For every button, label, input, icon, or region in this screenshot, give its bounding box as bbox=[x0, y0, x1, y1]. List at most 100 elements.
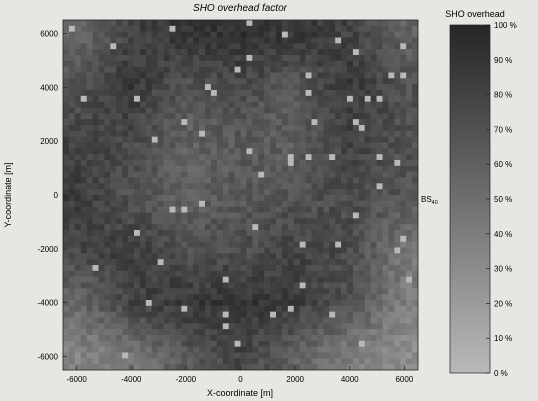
heatmap-cell bbox=[412, 25, 418, 32]
heatmap-cell bbox=[175, 119, 182, 126]
heatmap-cell bbox=[234, 294, 241, 301]
heatmap-cell bbox=[80, 241, 87, 248]
heatmap-cell bbox=[276, 282, 283, 289]
heatmap-cell bbox=[175, 72, 182, 79]
heatmap-cell bbox=[394, 72, 401, 79]
heatmap-cell bbox=[74, 177, 82, 184]
heatmap-cell bbox=[210, 154, 218, 161]
heatmap-cell bbox=[151, 90, 158, 97]
heatmap-cell bbox=[388, 200, 395, 207]
heatmap-cell bbox=[276, 276, 283, 283]
heatmap-cell bbox=[264, 340, 271, 347]
heatmap-cell bbox=[205, 72, 212, 79]
heatmap-cell bbox=[122, 294, 129, 301]
heatmap-cell bbox=[98, 247, 105, 254]
heatmap-cell bbox=[104, 224, 111, 231]
heatmap-cell bbox=[205, 90, 212, 97]
heatmap-cell bbox=[234, 311, 241, 318]
heatmap-cell bbox=[139, 364, 147, 370]
heatmap-cell bbox=[305, 113, 312, 120]
heatmap-cell bbox=[311, 171, 318, 178]
heatmap-cell bbox=[358, 340, 366, 347]
heatmap-cell bbox=[139, 352, 147, 359]
heatmap-cell bbox=[139, 130, 147, 137]
heatmap-cell bbox=[270, 311, 277, 318]
heatmap-cell bbox=[86, 224, 93, 231]
heatmap-cell bbox=[388, 212, 395, 219]
heatmap-cell bbox=[323, 340, 330, 347]
heatmap-cell bbox=[128, 107, 135, 114]
heatmap-cell bbox=[216, 352, 224, 359]
heatmap-cell bbox=[370, 364, 377, 370]
heatmap-cell bbox=[264, 90, 271, 97]
heatmap-cell bbox=[234, 346, 241, 353]
heatmap-cell bbox=[216, 323, 224, 330]
heatmap-cell bbox=[394, 119, 401, 126]
heatmap-cell bbox=[305, 130, 312, 137]
heatmap-cell bbox=[175, 101, 182, 108]
heatmap-cell bbox=[134, 364, 141, 370]
heatmap-cell bbox=[163, 329, 170, 336]
colorbar-tick-label: 10 % bbox=[494, 334, 512, 343]
heatmap-cell bbox=[145, 60, 153, 67]
heatmap-cell bbox=[358, 335, 366, 342]
heatmap-cell bbox=[169, 125, 176, 132]
heatmap-cell bbox=[400, 37, 407, 44]
heatmap-cell bbox=[394, 253, 401, 260]
heatmap-cell bbox=[169, 142, 176, 149]
heatmap-cell bbox=[98, 218, 105, 225]
heatmap-cell bbox=[305, 43, 312, 50]
heatmap-cell bbox=[287, 282, 295, 289]
heatmap-cell bbox=[175, 212, 182, 219]
heatmap-cell bbox=[335, 154, 342, 161]
heatmap-cell bbox=[216, 66, 224, 73]
heatmap-cell bbox=[110, 148, 117, 155]
heatmap-cell bbox=[157, 183, 164, 190]
heatmap-cell bbox=[169, 171, 176, 178]
heatmap-cell bbox=[276, 142, 283, 149]
heatmap-cell bbox=[240, 253, 247, 260]
heatmap-cell bbox=[335, 224, 342, 231]
heatmap-cell bbox=[276, 37, 283, 44]
heatmap-cell bbox=[134, 160, 141, 167]
heatmap-cell bbox=[370, 259, 377, 266]
heatmap-cell bbox=[246, 305, 253, 312]
heatmap-cell bbox=[352, 72, 360, 79]
heatmap-cell bbox=[388, 183, 395, 190]
heatmap-cell bbox=[382, 136, 389, 143]
heatmap-cell bbox=[341, 288, 348, 295]
heatmap-cell bbox=[104, 323, 111, 330]
heatmap-cell bbox=[134, 154, 141, 161]
heatmap-cell bbox=[151, 107, 158, 114]
heatmap-cell bbox=[323, 352, 330, 359]
heatmap-cell bbox=[193, 235, 200, 242]
heatmap-cell bbox=[139, 148, 147, 155]
heatmap-cell bbox=[110, 282, 117, 289]
heatmap-cell bbox=[80, 154, 87, 161]
heatmap-cell bbox=[222, 55, 229, 62]
heatmap-cell bbox=[122, 154, 129, 161]
heatmap-cell bbox=[264, 218, 271, 225]
heatmap-cell bbox=[68, 323, 76, 330]
heatmap-cell bbox=[270, 165, 277, 172]
heatmap-cell bbox=[323, 66, 330, 73]
heatmap-cell bbox=[370, 136, 377, 143]
heatmap-cell bbox=[116, 253, 123, 260]
heatmap-cell bbox=[145, 25, 153, 32]
heatmap-cell bbox=[347, 84, 354, 91]
heatmap-cell bbox=[329, 212, 336, 219]
heatmap-cell bbox=[193, 323, 200, 330]
heatmap-cell bbox=[388, 43, 395, 50]
heatmap-cell bbox=[287, 305, 295, 312]
heatmap-cell bbox=[216, 288, 224, 295]
heatmap-cell bbox=[187, 300, 194, 307]
heatmap-cell bbox=[163, 224, 170, 231]
heatmap-cell bbox=[311, 107, 318, 114]
heatmap-cell bbox=[258, 305, 265, 312]
heatmap-cell bbox=[276, 253, 283, 260]
heatmap-cell bbox=[341, 195, 348, 202]
heatmap-cell bbox=[252, 43, 259, 50]
heatmap-cell bbox=[264, 364, 271, 370]
heatmap-cell bbox=[110, 358, 117, 365]
heatmap-cell bbox=[270, 101, 277, 108]
